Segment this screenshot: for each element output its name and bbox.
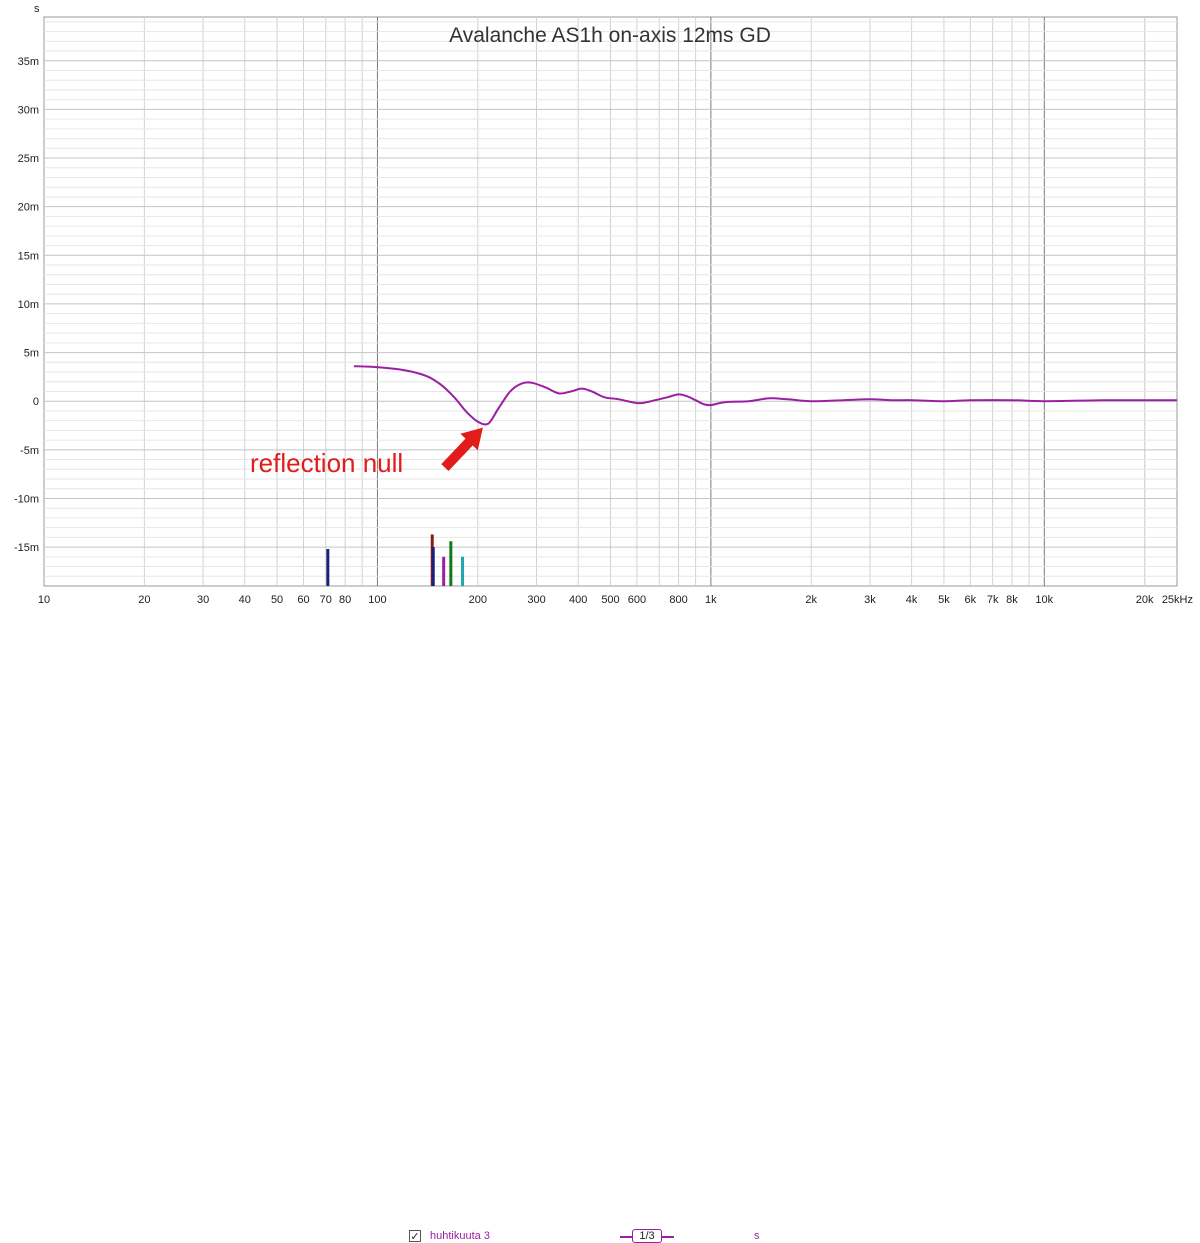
- annotation-label: reflection null: [250, 448, 403, 478]
- marker-bars: [326, 534, 465, 586]
- x-tick-label: 10: [38, 594, 50, 606]
- x-tick-label: 200: [469, 594, 487, 606]
- x-tick-label: 7k: [987, 594, 999, 606]
- x-tick-label: 20k: [1136, 594, 1154, 606]
- x-tick-label: 6k: [965, 594, 977, 606]
- x-tick-label: 25kHz: [1162, 594, 1193, 606]
- y-tick-label: 0: [33, 396, 39, 408]
- marker-bar: [431, 547, 435, 586]
- x-tick-labels: 10 20 30 40 50 60 70 80 100 200 300 400 500 600 800 1k 2…: [38, 594, 1193, 606]
- smoothing-button[interactable]: 1/3: [632, 1229, 662, 1243]
- marker-bar: [326, 549, 330, 586]
- x-tick-label: 3k: [864, 594, 876, 606]
- y-tick-label: -10m: [14, 493, 39, 505]
- x-tick-label: 20: [138, 594, 150, 606]
- marker-bar: [442, 556, 446, 586]
- y-tick-label: -5m: [20, 445, 39, 457]
- x-tick-label: 400: [569, 594, 587, 606]
- y-tick-label: -15m: [14, 542, 39, 554]
- legend-series-name[interactable]: huhtikuuta 3: [430, 1230, 490, 1242]
- x-tick-label: 10k: [1035, 594, 1053, 606]
- grid-lines: [44, 17, 1177, 586]
- x-tick-label: 100: [368, 594, 386, 606]
- x-tick-label: 2k: [805, 594, 817, 606]
- marker-bar: [461, 556, 465, 586]
- x-tick-label: 800: [669, 594, 687, 606]
- x-tick-label: 70: [320, 594, 332, 606]
- x-tick-label: 500: [601, 594, 619, 606]
- legend-line-right: [662, 1236, 674, 1238]
- series-line: [353, 365, 1177, 426]
- y-tick-labels: 35m 30m 25m 20m 15m 10m 5m 0 -5m -10m -15m: [14, 56, 39, 554]
- x-tick-label: 1k: [705, 594, 717, 606]
- y-axis-unit: s: [34, 3, 40, 15]
- x-tick-label: 50: [271, 594, 283, 606]
- x-tick-label: 4k: [906, 594, 918, 606]
- x-tick-label: 40: [239, 594, 251, 606]
- y-tick-label: 25m: [18, 153, 39, 165]
- x-tick-label: 8k: [1006, 594, 1018, 606]
- y-tick-label: 20m: [18, 202, 39, 214]
- annotation-arrow: [441, 427, 483, 471]
- legend-line-left: [620, 1236, 632, 1238]
- legend-bar: ✓ huhtikuuta 3 1/3 s: [0, 612, 1200, 1243]
- chart-title: Avalanche AS1h on-axis 12ms GD: [449, 24, 771, 47]
- y-tick-label: 30m: [18, 104, 39, 116]
- x-tick-label: 5k: [938, 594, 950, 606]
- y-tick-label: 10m: [18, 299, 39, 311]
- marker-bar: [449, 541, 453, 586]
- chart-canvas: 10 20 30 40 50 60 70 80 100 200 300 400 500 600 800 1k 2…: [14, 3, 1193, 606]
- x-tick-label: 80: [339, 594, 351, 606]
- legend-unit: s: [754, 1230, 760, 1242]
- annotation-group: reflection null: [250, 427, 483, 478]
- y-tick-label: 35m: [18, 56, 39, 68]
- x-tick-label: 60: [297, 594, 309, 606]
- x-tick-label: 30: [197, 594, 209, 606]
- x-tick-label: 600: [628, 594, 646, 606]
- series-visibility-checkbox[interactable]: ✓: [409, 1230, 421, 1243]
- y-tick-label: 15m: [18, 250, 39, 262]
- y-tick-label: 5m: [24, 348, 39, 360]
- x-tick-label: 300: [527, 594, 545, 606]
